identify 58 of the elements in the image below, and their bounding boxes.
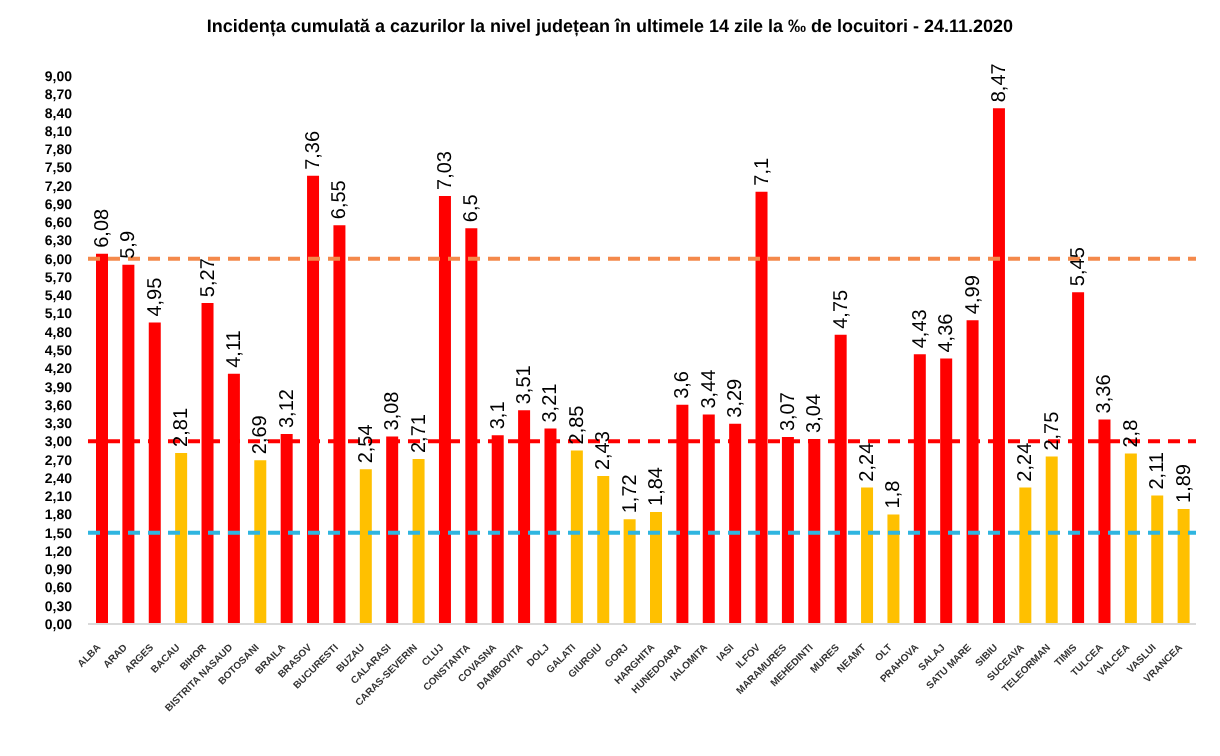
data-label: 7,03 bbox=[434, 150, 457, 190]
data-label: 4,43 bbox=[909, 308, 932, 349]
bar bbox=[254, 460, 267, 624]
data-label: 2,69 bbox=[250, 414, 273, 455]
data-label: 3,29 bbox=[725, 377, 748, 418]
bar bbox=[412, 458, 425, 624]
data-label: 3,08 bbox=[382, 390, 405, 431]
data-label: 2,54 bbox=[355, 423, 378, 464]
data-label: 2,81 bbox=[171, 407, 194, 447]
data-label: 1,72 bbox=[619, 473, 642, 514]
data-label: 4,95 bbox=[144, 276, 167, 317]
bar bbox=[1124, 453, 1137, 624]
data-label: 6,08 bbox=[92, 207, 114, 248]
data-label: 3,6 bbox=[672, 370, 695, 399]
data-label: 2,75 bbox=[1041, 410, 1064, 451]
data-label: 8,47 bbox=[988, 62, 1011, 103]
data-label: 4,36 bbox=[936, 312, 959, 353]
bar bbox=[175, 452, 188, 624]
bar bbox=[1045, 456, 1058, 624]
data-label: 1,84 bbox=[646, 466, 668, 506]
data-label: 2,43 bbox=[593, 430, 616, 471]
bar bbox=[1151, 495, 1164, 624]
data-label: 2,85 bbox=[566, 404, 589, 445]
data-label: 5,45 bbox=[1068, 246, 1091, 287]
data-label: 3,12 bbox=[276, 388, 299, 429]
data-label: 3,07 bbox=[777, 391, 800, 432]
data-label: 7,1 bbox=[751, 157, 774, 186]
data-label: 3,36 bbox=[1094, 373, 1117, 414]
bar bbox=[861, 487, 874, 624]
data-label: 7,36 bbox=[303, 130, 326, 170]
bar bbox=[1177, 508, 1190, 624]
data-label: 2,11 bbox=[1147, 451, 1170, 490]
data-label: 5,27 bbox=[197, 257, 220, 298]
data-label: 1,89 bbox=[1173, 463, 1196, 503]
data-label: 2,8 bbox=[1120, 418, 1143, 448]
bar bbox=[887, 514, 900, 624]
bar bbox=[623, 519, 636, 624]
data-label: 6,55 bbox=[329, 179, 352, 220]
chart-title: Incidența cumulată a cazurilor la nivel județean în ultimele 14 zile la ‰ de locuitori - 24.11.2020 bbox=[204, 16, 1016, 41]
data-label: 4,75 bbox=[830, 288, 853, 329]
data-label: 3,21 bbox=[540, 382, 563, 423]
data-label: 2,24 bbox=[1015, 441, 1038, 482]
bar bbox=[570, 450, 583, 624]
data-label: 5,9 bbox=[118, 230, 141, 259]
bar bbox=[1019, 487, 1032, 624]
bar bbox=[359, 469, 372, 624]
data-label: 3,1 bbox=[487, 400, 510, 430]
data-label: 3,04 bbox=[804, 393, 827, 433]
bar bbox=[597, 476, 610, 624]
data-label: 4,11 bbox=[223, 329, 246, 368]
data-label: 3,51 bbox=[514, 364, 537, 405]
data-label: 4,99 bbox=[962, 274, 985, 315]
data-label: 2,24 bbox=[857, 441, 880, 482]
data-label: 6,5 bbox=[461, 193, 484, 223]
data-label: 1,8 bbox=[883, 479, 906, 509]
data-label: 2,71 bbox=[408, 413, 431, 453]
data-label: 3,44 bbox=[698, 368, 721, 409]
bar bbox=[650, 511, 662, 624]
